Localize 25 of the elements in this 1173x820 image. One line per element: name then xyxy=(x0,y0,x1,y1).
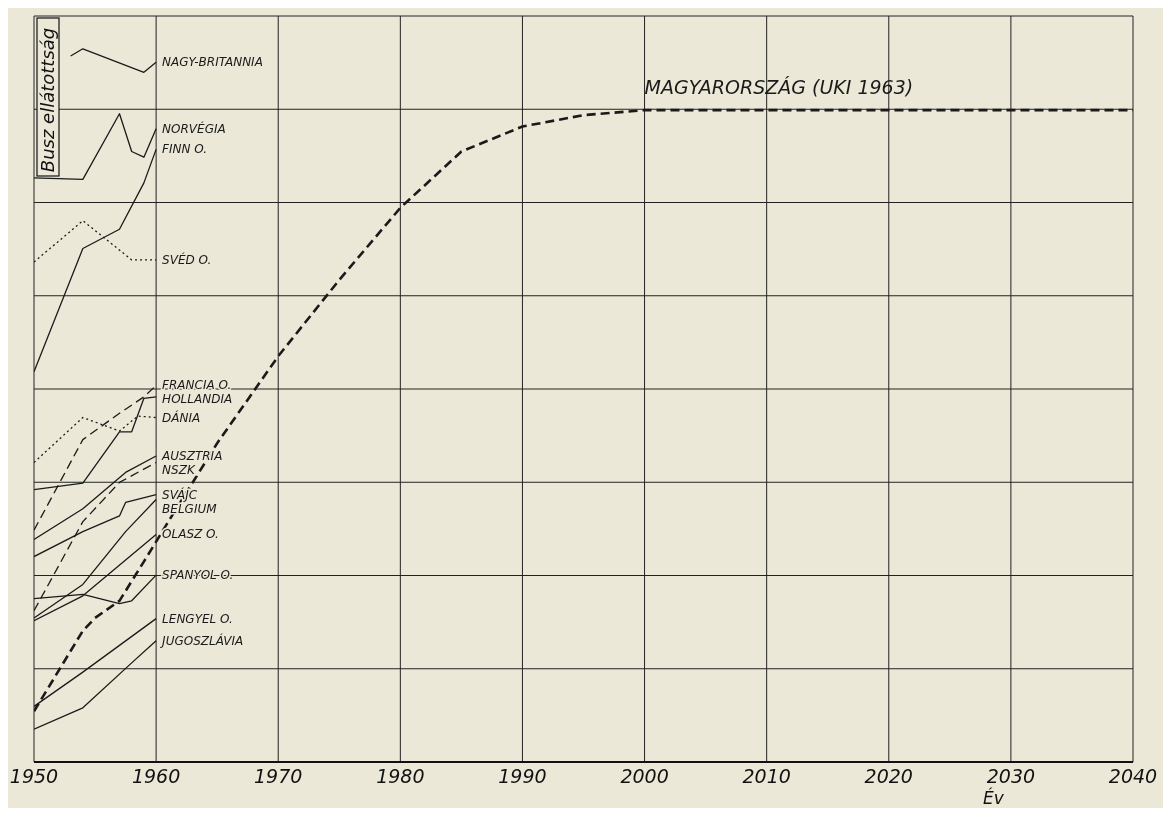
x-axis-title: Év xyxy=(983,787,1005,808)
series-label: SVÁJC xyxy=(162,486,198,502)
x-tick-label: 1970 xyxy=(254,765,303,788)
x-tick-label: 2030 xyxy=(986,765,1036,788)
x-tick-label: 2010 xyxy=(742,765,791,788)
series-label: FRANCIA O. xyxy=(162,378,232,393)
series-label: LENGYEL O. xyxy=(162,611,233,626)
x-tick-label: 2020 xyxy=(864,765,913,788)
series-label: NORVÉGIA xyxy=(162,120,226,136)
series-label: BELGIUM xyxy=(162,501,218,516)
series-label: NAGY-BRITANNIA xyxy=(162,55,263,70)
x-tick-label: 2040 xyxy=(1108,765,1158,788)
series-label: DÁNIA xyxy=(162,409,201,425)
series-label: FINN O. xyxy=(162,142,208,157)
x-tick-label: 1950 xyxy=(9,765,59,788)
series-label: HOLLANDIA xyxy=(162,392,233,407)
x-tick-label: 1980 xyxy=(376,765,425,788)
series-label: NSZK xyxy=(162,463,196,478)
y-axis-title: Busz ellátottság xyxy=(37,27,58,173)
x-tick-label: 1990 xyxy=(498,765,547,788)
x-tick-label: 2000 xyxy=(620,765,669,788)
series-label: JUGOSZLÁVIA xyxy=(160,632,244,648)
series-label: OLASZ O. xyxy=(162,527,219,542)
x-tick-label: 1960 xyxy=(131,765,181,788)
series-label: SVÉD O. xyxy=(162,251,212,267)
